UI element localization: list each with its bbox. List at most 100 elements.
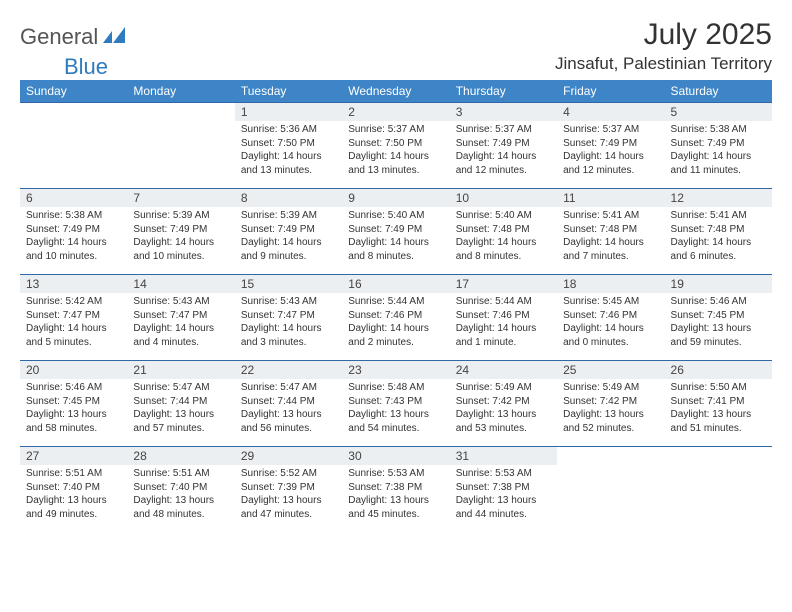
calendar-cell: 28Sunrise: 5:51 AMSunset: 7:40 PMDayligh… [127, 447, 234, 533]
day-number: 21 [127, 361, 234, 379]
weekday-header: Thursday [450, 80, 557, 103]
location: Jinsafut, Palestinian Territory [555, 54, 772, 74]
day-number: 10 [450, 189, 557, 207]
calendar-cell: 27Sunrise: 5:51 AMSunset: 7:40 PMDayligh… [20, 447, 127, 533]
day-details: Sunrise: 5:46 AMSunset: 7:45 PMDaylight:… [20, 379, 127, 439]
logo: General [20, 24, 131, 50]
day-number: 17 [450, 275, 557, 293]
day-details: Sunrise: 5:53 AMSunset: 7:38 PMDaylight:… [450, 465, 557, 525]
title-block: July 2025 Jinsafut, Palestinian Territor… [555, 18, 772, 74]
calendar-cell: 21Sunrise: 5:47 AMSunset: 7:44 PMDayligh… [127, 361, 234, 447]
calendar-row: 20Sunrise: 5:46 AMSunset: 7:45 PMDayligh… [20, 361, 772, 447]
calendar-cell: 9Sunrise: 5:40 AMSunset: 7:49 PMDaylight… [342, 189, 449, 275]
calendar-cell: 7Sunrise: 5:39 AMSunset: 7:49 PMDaylight… [127, 189, 234, 275]
calendar-cell: 29Sunrise: 5:52 AMSunset: 7:39 PMDayligh… [235, 447, 342, 533]
day-details: Sunrise: 5:51 AMSunset: 7:40 PMDaylight:… [20, 465, 127, 525]
day-details: Sunrise: 5:47 AMSunset: 7:44 PMDaylight:… [235, 379, 342, 439]
day-details: Sunrise: 5:38 AMSunset: 7:49 PMDaylight:… [20, 207, 127, 267]
calendar-cell [665, 447, 772, 533]
weekday-header: Tuesday [235, 80, 342, 103]
calendar-cell: 23Sunrise: 5:48 AMSunset: 7:43 PMDayligh… [342, 361, 449, 447]
header: General July 2025 Jinsafut, Palestinian … [20, 18, 772, 74]
day-number: 24 [450, 361, 557, 379]
day-details: Sunrise: 5:51 AMSunset: 7:40 PMDaylight:… [127, 465, 234, 525]
day-number: 20 [20, 361, 127, 379]
day-number: 11 [557, 189, 664, 207]
day-details: Sunrise: 5:38 AMSunset: 7:49 PMDaylight:… [665, 121, 772, 181]
calendar-row: 6Sunrise: 5:38 AMSunset: 7:49 PMDaylight… [20, 189, 772, 275]
weekday-header: Friday [557, 80, 664, 103]
day-details: Sunrise: 5:37 AMSunset: 7:49 PMDaylight:… [557, 121, 664, 181]
day-details: Sunrise: 5:41 AMSunset: 7:48 PMDaylight:… [557, 207, 664, 267]
day-number: 6 [20, 189, 127, 207]
calendar-cell: 15Sunrise: 5:43 AMSunset: 7:47 PMDayligh… [235, 275, 342, 361]
calendar-cell: 16Sunrise: 5:44 AMSunset: 7:46 PMDayligh… [342, 275, 449, 361]
day-number: 18 [557, 275, 664, 293]
day-number: 7 [127, 189, 234, 207]
day-number: 8 [235, 189, 342, 207]
day-number: 19 [665, 275, 772, 293]
day-number: 28 [127, 447, 234, 465]
calendar-cell: 11Sunrise: 5:41 AMSunset: 7:48 PMDayligh… [557, 189, 664, 275]
calendar-cell: 18Sunrise: 5:45 AMSunset: 7:46 PMDayligh… [557, 275, 664, 361]
calendar-cell: 22Sunrise: 5:47 AMSunset: 7:44 PMDayligh… [235, 361, 342, 447]
day-number: 12 [665, 189, 772, 207]
calendar-cell: 1Sunrise: 5:36 AMSunset: 7:50 PMDaylight… [235, 103, 342, 189]
calendar-row: 13Sunrise: 5:42 AMSunset: 7:47 PMDayligh… [20, 275, 772, 361]
calendar-cell: 6Sunrise: 5:38 AMSunset: 7:49 PMDaylight… [20, 189, 127, 275]
day-details: Sunrise: 5:39 AMSunset: 7:49 PMDaylight:… [127, 207, 234, 267]
calendar-header-row: SundayMondayTuesdayWednesdayThursdayFrid… [20, 80, 772, 103]
day-details: Sunrise: 5:49 AMSunset: 7:42 PMDaylight:… [450, 379, 557, 439]
day-number: 31 [450, 447, 557, 465]
calendar-cell: 4Sunrise: 5:37 AMSunset: 7:49 PMDaylight… [557, 103, 664, 189]
calendar-cell: 17Sunrise: 5:44 AMSunset: 7:46 PMDayligh… [450, 275, 557, 361]
day-number: 30 [342, 447, 449, 465]
calendar-cell: 31Sunrise: 5:53 AMSunset: 7:38 PMDayligh… [450, 447, 557, 533]
logo-mark-icon [103, 25, 129, 50]
calendar-cell: 25Sunrise: 5:49 AMSunset: 7:42 PMDayligh… [557, 361, 664, 447]
day-details: Sunrise: 5:44 AMSunset: 7:46 PMDaylight:… [342, 293, 449, 353]
calendar-row: 1Sunrise: 5:36 AMSunset: 7:50 PMDaylight… [20, 103, 772, 189]
calendar-table: SundayMondayTuesdayWednesdayThursdayFrid… [20, 80, 772, 533]
calendar-cell [127, 103, 234, 189]
month-title: July 2025 [555, 18, 772, 52]
logo-text-general: General [20, 24, 98, 50]
day-number: 5 [665, 103, 772, 121]
day-details: Sunrise: 5:42 AMSunset: 7:47 PMDaylight:… [20, 293, 127, 353]
day-details: Sunrise: 5:52 AMSunset: 7:39 PMDaylight:… [235, 465, 342, 525]
day-number: 16 [342, 275, 449, 293]
day-number: 14 [127, 275, 234, 293]
calendar-cell: 12Sunrise: 5:41 AMSunset: 7:48 PMDayligh… [665, 189, 772, 275]
weekday-header: Sunday [20, 80, 127, 103]
weekday-header: Wednesday [342, 80, 449, 103]
day-number: 29 [235, 447, 342, 465]
day-details: Sunrise: 5:40 AMSunset: 7:49 PMDaylight:… [342, 207, 449, 267]
calendar-cell: 20Sunrise: 5:46 AMSunset: 7:45 PMDayligh… [20, 361, 127, 447]
day-details: Sunrise: 5:40 AMSunset: 7:48 PMDaylight:… [450, 207, 557, 267]
day-details: Sunrise: 5:43 AMSunset: 7:47 PMDaylight:… [235, 293, 342, 353]
calendar-cell: 2Sunrise: 5:37 AMSunset: 7:50 PMDaylight… [342, 103, 449, 189]
day-details: Sunrise: 5:43 AMSunset: 7:47 PMDaylight:… [127, 293, 234, 353]
day-details: Sunrise: 5:36 AMSunset: 7:50 PMDaylight:… [235, 121, 342, 181]
day-number: 13 [20, 275, 127, 293]
calendar-cell [557, 447, 664, 533]
day-details: Sunrise: 5:44 AMSunset: 7:46 PMDaylight:… [450, 293, 557, 353]
weekday-header: Saturday [665, 80, 772, 103]
calendar-cell: 26Sunrise: 5:50 AMSunset: 7:41 PMDayligh… [665, 361, 772, 447]
day-number: 4 [557, 103, 664, 121]
logo-text-blue: Blue [64, 54, 108, 80]
day-number: 3 [450, 103, 557, 121]
weekday-header: Monday [127, 80, 234, 103]
day-details: Sunrise: 5:53 AMSunset: 7:38 PMDaylight:… [342, 465, 449, 525]
calendar-cell: 5Sunrise: 5:38 AMSunset: 7:49 PMDaylight… [665, 103, 772, 189]
day-details: Sunrise: 5:39 AMSunset: 7:49 PMDaylight:… [235, 207, 342, 267]
day-details: Sunrise: 5:50 AMSunset: 7:41 PMDaylight:… [665, 379, 772, 439]
day-number: 2 [342, 103, 449, 121]
day-details: Sunrise: 5:46 AMSunset: 7:45 PMDaylight:… [665, 293, 772, 353]
calendar-cell: 14Sunrise: 5:43 AMSunset: 7:47 PMDayligh… [127, 275, 234, 361]
day-number: 22 [235, 361, 342, 379]
calendar-cell: 13Sunrise: 5:42 AMSunset: 7:47 PMDayligh… [20, 275, 127, 361]
day-number: 27 [20, 447, 127, 465]
calendar-cell: 30Sunrise: 5:53 AMSunset: 7:38 PMDayligh… [342, 447, 449, 533]
day-details: Sunrise: 5:37 AMSunset: 7:50 PMDaylight:… [342, 121, 449, 181]
